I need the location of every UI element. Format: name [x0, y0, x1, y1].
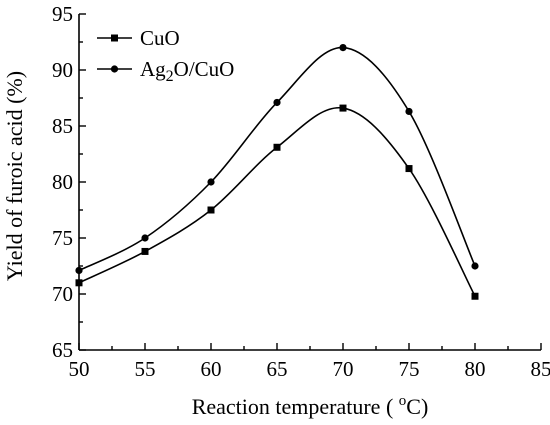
data-point [339, 44, 347, 52]
series-square [75, 104, 479, 300]
series-layer [75, 44, 479, 300]
series-line [78, 107, 476, 297]
data-point [207, 206, 215, 214]
legend-item: Ag2O/CuO [97, 57, 234, 85]
series-line [78, 46, 476, 272]
x-axis-ticks: 50 55 60 65 70 75 80 85 [69, 343, 550, 381]
x-tick-label: 80 [465, 357, 486, 381]
data-point [405, 107, 413, 116]
legend-marker [110, 65, 119, 73]
data-point [471, 292, 479, 300]
x-tick-label: 60 [201, 357, 222, 381]
y-axis-ticks: 65 70 75 80 85 90 95 [52, 2, 86, 362]
plot-area: 50 55 60 65 70 75 80 85 65 70 75 80 85 90 95 [52, 2, 550, 381]
data-point [141, 247, 149, 255]
legend: CuO Ag2O/CuO [97, 26, 234, 85]
data-point [273, 98, 281, 107]
x-tick-label: 70 [333, 357, 354, 381]
y-tick-label: 80 [52, 170, 73, 194]
legend-label: CuO [140, 26, 180, 50]
x-tick-label: 85 [531, 357, 550, 381]
series-circle [75, 44, 479, 275]
legend-label-subscript: 2 [166, 68, 174, 85]
legend-label: Ag2O/CuO [140, 57, 234, 85]
y-tick-label: 90 [52, 58, 73, 82]
legend-marker [111, 34, 118, 42]
x-tick-label: 65 [267, 357, 288, 381]
data-point [273, 143, 281, 151]
legend-label-text: CuO [140, 26, 180, 50]
legend-item: CuO [97, 26, 180, 50]
x-axis-title-unit: C) [406, 394, 428, 419]
data-point [471, 262, 479, 270]
data-point [405, 165, 413, 173]
data-point [141, 234, 149, 242]
x-tick-label: 50 [69, 357, 90, 381]
data-point [339, 104, 347, 112]
x-tick-label: 55 [135, 357, 156, 381]
y-axis-title: Yield of furoic acid (%) [2, 71, 27, 281]
data-point [207, 178, 215, 186]
y-tick-label: 70 [52, 282, 73, 306]
y-tick-label: 85 [52, 114, 73, 138]
x-axis-title: Reaction temperature ( oC) [192, 393, 429, 419]
data-point [75, 279, 83, 287]
y-tick-label: 75 [52, 226, 73, 250]
legend-label-text: O/CuO [174, 57, 235, 81]
y-tick-label: 95 [52, 2, 73, 26]
x-axis-title-superscript: o [399, 393, 407, 409]
legend-label-text: Ag [140, 57, 166, 81]
x-tick-label: 75 [399, 357, 420, 381]
y-tick-label: 65 [52, 338, 73, 362]
data-point [75, 266, 83, 275]
x-axis-title-text: Reaction temperature ( [192, 394, 399, 419]
